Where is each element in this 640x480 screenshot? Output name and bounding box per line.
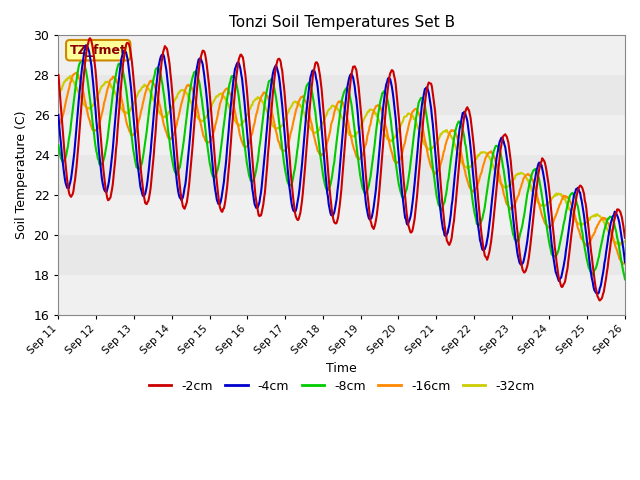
Bar (58, 235, 625, 275)
Bar (58, 36, 625, 75)
Legend: -2cm, -4cm, -8cm, -16cm, -32cm: -2cm, -4cm, -8cm, -16cm, -32cm (144, 375, 540, 398)
X-axis label: Time: Time (326, 362, 357, 375)
Bar (58, 155, 625, 195)
Text: TZ_fmet: TZ_fmet (70, 44, 127, 57)
Title: Tonzi Soil Temperatures Set B: Tonzi Soil Temperatures Set B (228, 15, 455, 30)
Bar (58, 275, 625, 314)
Bar (58, 115, 625, 155)
Bar (58, 75, 625, 115)
Bar (58, 195, 625, 235)
Y-axis label: Soil Temperature (C): Soil Temperature (C) (15, 111, 28, 239)
